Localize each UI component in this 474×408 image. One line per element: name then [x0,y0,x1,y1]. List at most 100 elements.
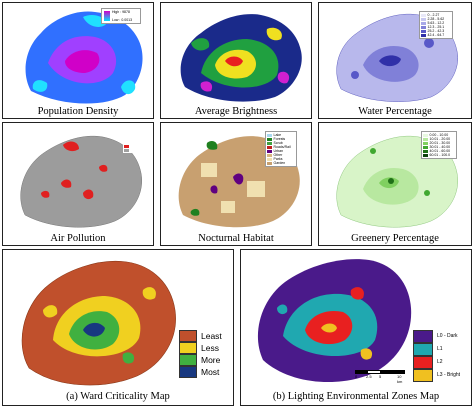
caption-population-density: Population Density [37,106,119,117]
legend-swatch [124,148,129,152]
legend-label: Parks [273,157,283,161]
legend-swatch [423,133,428,137]
panel-air-pollution: Air Pollution [2,122,154,246]
legend-label: 30.01 - 40.00 [429,145,451,149]
legend-swatch [179,330,197,342]
legend-item: Most [179,366,222,378]
legend-swatch [179,342,197,354]
legend-label: 0 - 2.27 [427,13,440,17]
legend-label: Less [201,343,219,353]
legend-label: L2 [437,359,443,365]
legend-swatch [413,330,433,343]
legend-item: L0 - Dark [413,330,460,343]
legend-label: 20.01 - 30.00 [429,141,451,145]
caption-air-pollution: Air Pollution [50,233,106,244]
legend-label: Other [273,153,283,157]
scale-bar: 0 2.5 5 10 km [355,370,405,384]
caption-average-brightness: Average Brightness [194,106,278,117]
scale-label: 2.5 [366,374,372,379]
legend-swatch [267,153,272,157]
legend-label: 12.3 - 25.1 [427,25,445,29]
legend-label: Roads/Rail [273,145,291,149]
legend-swatch [421,17,426,21]
legend-label: Lake [273,133,282,137]
legend-swatch [267,149,272,153]
legend-label: L0 - Dark [437,333,458,339]
legend-swatch [423,141,428,145]
legend-item: Parks [266,157,296,161]
scale-bar-graphic [355,370,405,374]
legend-item: 12.3 - 25.1 [420,25,452,29]
legend-item: Forests [266,137,296,141]
average-brightness-map [180,14,302,102]
legend-item: L1 [413,343,460,356]
population-density-map [25,11,143,104]
legend-swatch [413,356,433,369]
population-density-legend: High : 9878 Low : 0.0013 [101,8,141,24]
legend-label: 2.28 - 5.62 [427,17,445,21]
lighting-zones-map [257,259,412,383]
greenery-percentage-legend: 0.00 - 10.00 10.01 - 20.00 20.01 - 30.00… [421,131,457,159]
legend-item [123,144,133,148]
legend-swatch [423,149,428,153]
legend-label: 42.4 - 64.7 [427,33,445,37]
legend-label: Least [201,331,222,341]
legend-item: More [179,354,222,366]
legend-item: Garden [266,161,296,165]
legend-item: 42.4 - 64.7 [420,33,452,37]
legend-swatch [421,13,426,17]
legend-label: 40.01 - 60.00 [429,149,451,153]
legend-item: 0 - 2.27 [420,13,452,17]
legend-item: Lake [266,133,296,137]
legend-gradient [104,11,110,21]
legend-item: L2 [413,356,460,369]
legend-item [123,148,133,152]
air-pollution-map [20,135,143,228]
legend-swatch [421,29,426,33]
legend-label: 10.01 - 20.00 [429,137,451,141]
legend-swatch [179,354,197,366]
legend-label-high: High : 9878 [112,10,130,14]
legend-swatch [421,25,426,29]
legend-item: Less [179,342,222,354]
legend-label: Urban [273,149,284,153]
legend-item: 30.01 - 40.00 [422,145,456,149]
legend-swatch [413,343,433,356]
legend-label: L1 [437,346,443,352]
legend-item: 60.01 - 100.0 [422,153,456,157]
ward-criticality-legend: Least Less More Most [179,330,222,378]
water-percentage-legend: 0 - 2.27 2.28 - 5.62 5.63 - 12.2 12.3 - … [419,11,453,39]
legend-label: L3 - Bright [437,372,461,378]
legend-swatch [267,161,272,165]
legend-swatch [267,145,272,149]
panel-population-density: High : 9878 Low : 0.0013 Population Dens… [2,2,154,119]
legend-item: Least [179,330,222,342]
legend-swatch [267,157,272,161]
legend-label: 5.63 - 12.2 [427,21,445,25]
legend-item: Scrub [266,141,296,145]
caption-lighting-zones: (b) Lighting Environmental Zones Map [272,391,440,402]
legend-item: 2.28 - 5.62 [420,17,452,21]
scale-label: 5 [379,374,382,379]
legend-swatch [267,137,272,141]
air-pollution-legend [123,143,133,153]
legend-swatch [124,144,129,148]
legend-swatch [179,366,197,378]
panel-nocturnal-habitat: Lake Forests Scrub Roads/Rail Urban Othe… [160,122,312,246]
legend-swatch [423,153,428,157]
panel-average-brightness: Average Brightness [160,2,312,119]
legend-item: Urban [266,149,296,153]
legend-label: Most [201,367,220,377]
legend-label-low: Low : 0.0013 [112,18,133,22]
legend-swatch [423,137,428,141]
legend-label: Forests [273,137,286,141]
scale-label: 10 km [397,374,403,384]
ward-criticality-map [21,260,176,386]
lighting-zones-legend: L0 - Dark L1 L2 L3 - Bright [413,330,460,382]
legend-swatch [267,133,272,137]
legend-item: 25.2 - 42.3 [420,29,452,33]
legend-item: 10.01 - 20.00 [422,137,456,141]
panel-greenery-percentage: 0.00 - 10.00 10.01 - 20.00 20.01 - 30.00… [318,122,472,246]
legend-item: 5.63 - 12.2 [420,21,452,25]
legend-label: 25.2 - 42.3 [427,29,445,33]
